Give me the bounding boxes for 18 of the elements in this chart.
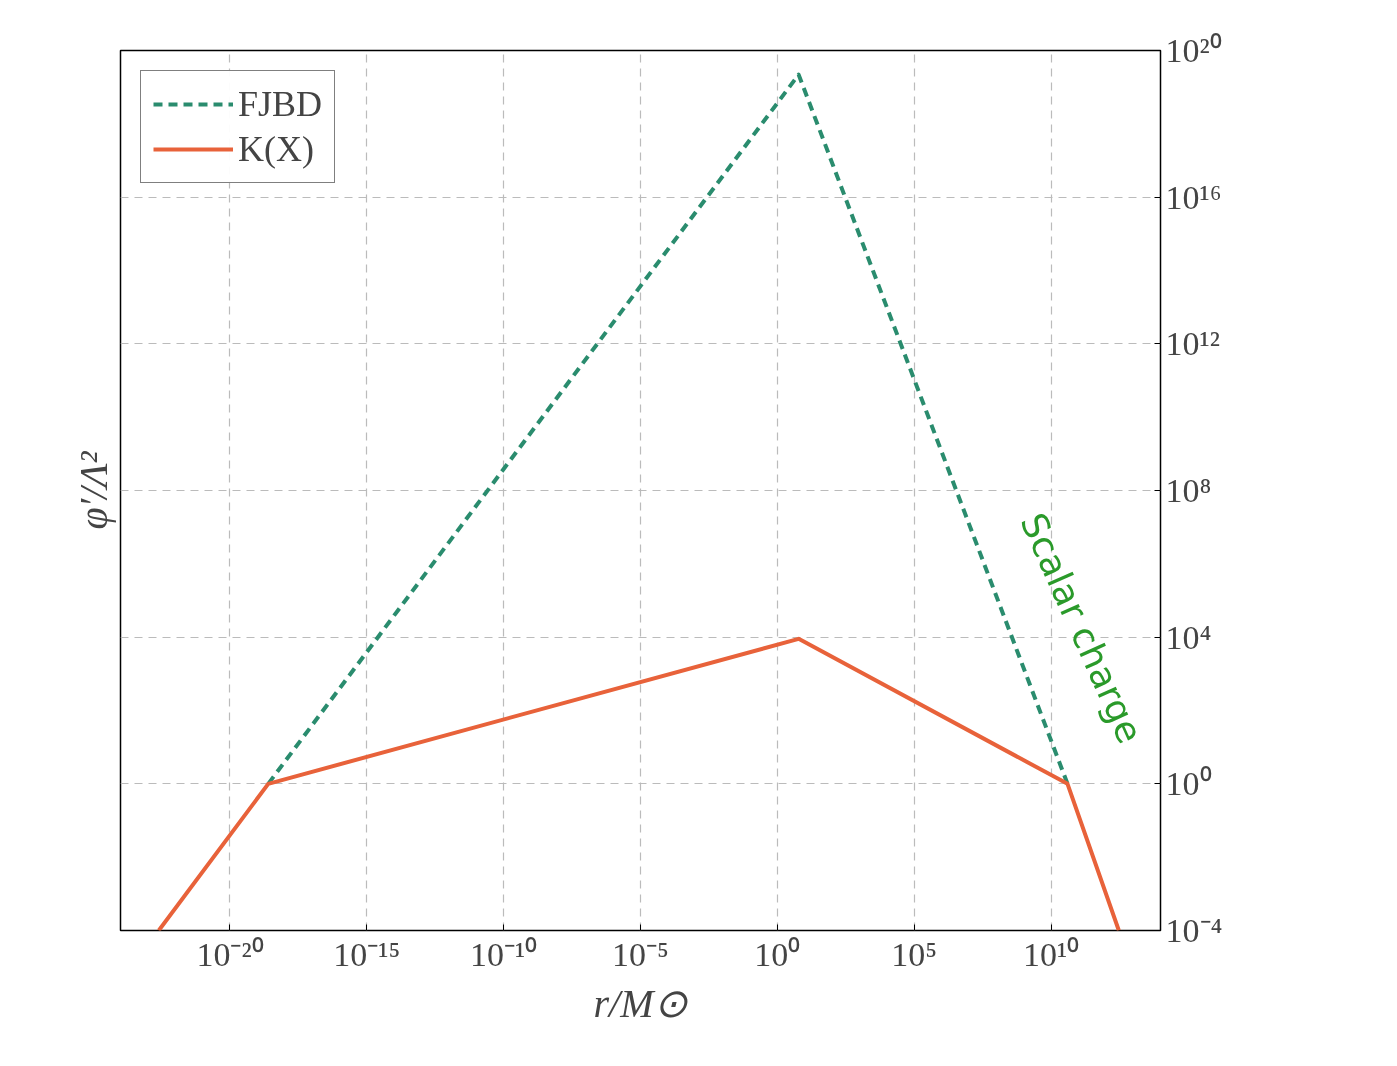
legend-label: FJBD: [238, 83, 323, 125]
y-axis-title: φ′/Λ²: [70, 450, 116, 530]
x-tick-label: 10⁻⁵: [612, 935, 669, 973]
y-tick-label: 10¹⁶: [1165, 178, 1222, 216]
x-tick-label: 10⁵: [891, 935, 938, 973]
y-tick-label: 10⁸: [1165, 472, 1212, 509]
x-tick-label: 10⁻¹⁰: [470, 935, 538, 973]
y-tick-label: 10²⁰: [1165, 32, 1222, 69]
x-tick-label: 10⁻²⁰: [196, 935, 264, 973]
y-tick-label: 10⁴: [1165, 618, 1212, 656]
y-tick-label: 10¹²: [1165, 325, 1220, 363]
y-tick-label: 10⁰: [1165, 765, 1212, 803]
y-tick-label: 10⁻⁴: [1165, 912, 1223, 949]
x-tick-label: 10¹⁰: [1022, 935, 1080, 973]
x-tick-label: 10⁰: [754, 935, 801, 973]
x-tick-label: 10⁻¹⁵: [333, 935, 401, 973]
x-axis-title: r/M⊙: [593, 980, 688, 1026]
legend-label: K(X): [238, 128, 314, 170]
